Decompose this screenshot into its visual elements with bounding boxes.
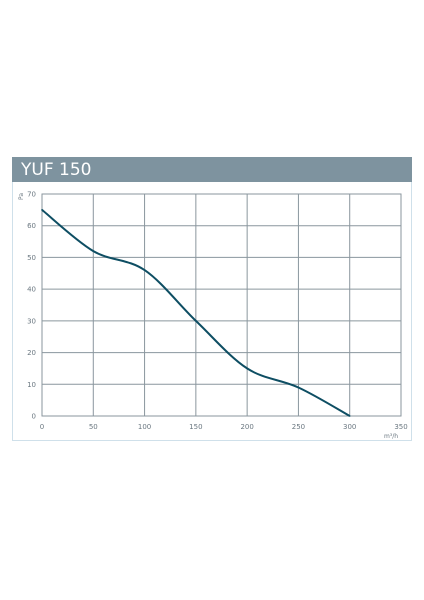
chart-title-bar: YUF 150 <box>12 157 412 182</box>
plot-area <box>41 193 402 417</box>
y-tick-label: 50 <box>27 254 36 262</box>
x-tick-label: 250 <box>292 423 305 431</box>
x-tick-label: 0 <box>40 423 44 431</box>
y-tick-label: 10 <box>27 381 36 389</box>
data-point <box>41 209 43 211</box>
x-tick-label: 300 <box>343 423 356 431</box>
y-tick-label: 60 <box>27 222 36 230</box>
data-point <box>246 367 248 370</box>
x-tick-label: 100 <box>138 423 151 431</box>
data-point <box>195 320 197 322</box>
x-tick-labels: 0 50 100 150 200 250 300 350 <box>40 423 408 431</box>
x-tick-label: 150 <box>189 423 202 431</box>
y-tick-labels: 0 10 20 30 40 50 60 70 <box>27 191 36 421</box>
y-tick-label: 70 <box>27 191 36 199</box>
x-tick-label: 50 <box>89 423 98 431</box>
y-tick-label: 20 <box>27 349 36 357</box>
grid-lines <box>42 194 401 416</box>
y-axis-label: Pa <box>18 193 25 200</box>
x-tick-label: 350 <box>394 423 407 431</box>
y-tick-label: 40 <box>27 286 36 294</box>
x-axis-label: m³/h <box>384 433 398 440</box>
data-point <box>92 250 95 252</box>
y-tick-label: 30 <box>27 317 36 325</box>
x-tick-label: 200 <box>240 423 253 431</box>
chart-panel <box>12 182 412 441</box>
y-tick-label: 0 <box>32 413 36 421</box>
data-point <box>348 415 351 417</box>
data-point <box>297 386 300 389</box>
chart-title: YUF 150 <box>21 160 92 180</box>
data-points <box>41 209 351 417</box>
data-point <box>143 269 146 271</box>
